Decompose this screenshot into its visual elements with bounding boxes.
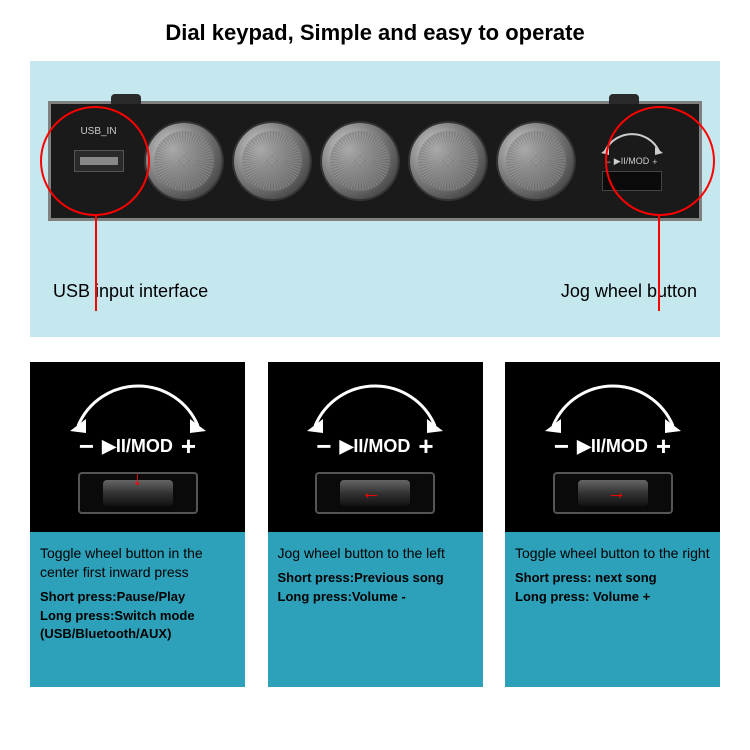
dial-knob [496, 121, 576, 201]
plus-icon: + [656, 431, 671, 462]
card-actions: Short press: next songLong press: Volume… [515, 569, 710, 607]
jog-arc-icon [58, 381, 218, 436]
mod-row: − ▶II/MOD + [554, 431, 671, 462]
arrow-left-icon: ← [361, 482, 381, 505]
jog-section: − ▶II/MOD + [584, 111, 679, 211]
card-text: Jog wheel button to the left Short press… [268, 532, 483, 687]
jog-minus: − [606, 157, 611, 167]
card-text: Toggle wheel button in the center first … [30, 532, 245, 687]
card-illustration: − ▶II/MOD + → [505, 362, 720, 532]
card-actions: Short press:Previous songLong press:Volu… [278, 569, 473, 607]
card-jog-right: − ▶II/MOD + → Toggle wheel button to the… [505, 362, 720, 687]
top-panel: USB_IN − ▶II/MOD + USB input interface [30, 61, 720, 337]
jog-slot: ← [315, 472, 435, 514]
arrow-right-icon: → [606, 482, 626, 505]
page-title: Dial keypad, Simple and easy to operate [30, 20, 720, 46]
jog-arc-icon [533, 381, 693, 436]
usb-label: USB_IN [80, 126, 116, 137]
card-illustration: − ▶II/MOD + ← [268, 362, 483, 532]
usb-slot [74, 150, 124, 172]
mod-label: ▶II/MOD [577, 436, 648, 457]
usb-callout-line [95, 216, 97, 311]
card-illustration: − ▶II/MOD + ↓ [30, 362, 245, 532]
card-desc: Toggle wheel button to the right [515, 544, 710, 563]
card-text: Toggle wheel button to the right Short p… [505, 532, 720, 687]
jog-slot-small [602, 171, 662, 191]
mod-row: − ▶II/MOD + [316, 431, 433, 462]
plus-icon: + [418, 431, 433, 462]
card-desc: Jog wheel button to the left [278, 544, 473, 563]
plus-icon: + [181, 431, 196, 462]
jog-mod-label: ▶II/MOD [614, 156, 649, 167]
usb-port: USB_IN [61, 111, 136, 211]
jog-slot: → [553, 472, 673, 514]
card-actions: Short press:Pause/PlayLong press:Switch … [40, 588, 235, 645]
minus-icon: − [316, 431, 331, 462]
mod-row: − ▶II/MOD + [79, 431, 196, 462]
jog-arc-icon [295, 381, 455, 436]
device-body: USB_IN − ▶II/MOD + [48, 101, 702, 221]
dial-knob [408, 121, 488, 201]
dial-knob [144, 121, 224, 201]
jog-callout: Jog wheel button [561, 281, 697, 302]
jog-arc-icon [597, 131, 667, 156]
dial-knob [232, 121, 312, 201]
card-center-press: − ▶II/MOD + ↓ Toggle wheel button in the… [30, 362, 245, 687]
minus-icon: − [79, 431, 94, 462]
card-jog-left: − ▶II/MOD + ← Jog wheel button to the le… [268, 362, 483, 687]
mount-tab-left [111, 94, 141, 104]
mod-label: ▶II/MOD [340, 436, 411, 457]
jog-callout-line [658, 216, 660, 311]
arrow-down-icon: ↓ [133, 468, 143, 491]
usb-callout: USB input interface [53, 281, 208, 302]
usb-connector-icon [80, 157, 118, 165]
callout-row: USB input interface Jog wheel button [48, 281, 702, 302]
card-desc: Toggle wheel button in the center first … [40, 544, 235, 582]
minus-icon: − [554, 431, 569, 462]
dial-knob [320, 121, 400, 201]
cards-row: − ▶II/MOD + ↓ Toggle wheel button in the… [30, 362, 720, 687]
jog-plus: + [652, 157, 657, 167]
mod-label: ▶II/MOD [102, 436, 173, 457]
mount-tab-right [609, 94, 639, 104]
jog-slot: ↓ [78, 472, 198, 514]
jog-label-small: − ▶II/MOD + [606, 156, 658, 167]
